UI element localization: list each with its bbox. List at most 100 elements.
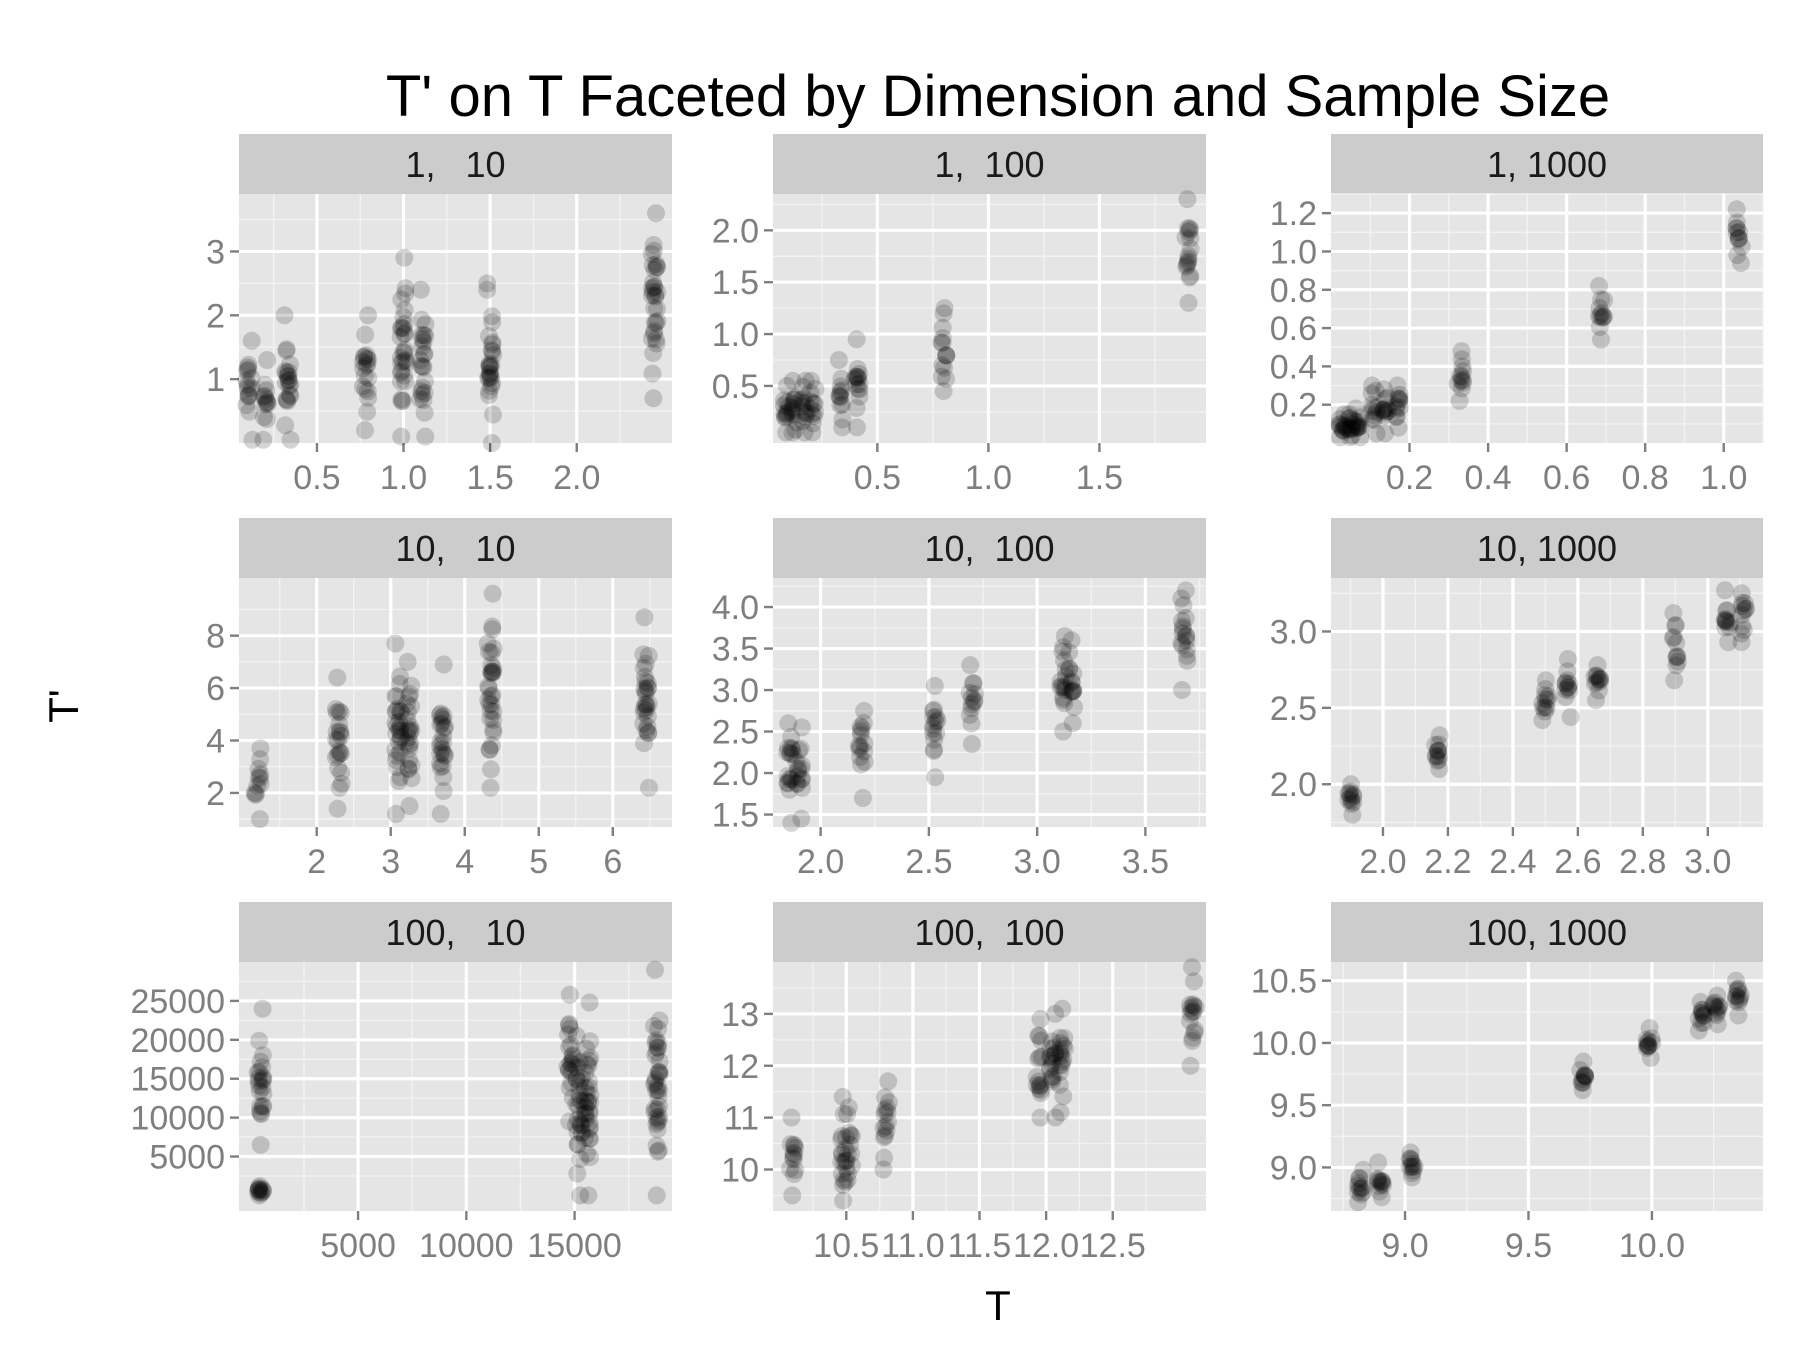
data-point: [1736, 594, 1754, 613]
data-point: [1454, 362, 1472, 381]
data-point: [1041, 1047, 1060, 1065]
data-point: [253, 1046, 272, 1065]
data-point: [411, 280, 430, 299]
data-point: [1362, 384, 1381, 403]
y-tick-label: 10: [721, 1152, 759, 1190]
data-point: [1044, 1067, 1063, 1086]
data-point: [1692, 1000, 1711, 1019]
data-point: [1591, 307, 1610, 326]
data-point: [1177, 627, 1196, 646]
data-point: [1064, 682, 1083, 701]
data-point: [648, 1038, 667, 1057]
data-point: [560, 1061, 578, 1080]
x-tick-label: 9.5: [1505, 1227, 1552, 1265]
data-point: [356, 325, 375, 344]
data-point: [484, 711, 503, 729]
data-point: [642, 329, 661, 348]
data-point: [785, 390, 804, 409]
data-point: [1736, 599, 1755, 618]
y-tick-label: 3.0: [712, 672, 759, 710]
data-point: [1706, 993, 1725, 1012]
data-point: [581, 1129, 600, 1148]
data-point: [434, 655, 453, 674]
data-point: [783, 371, 802, 390]
data-point: [414, 345, 433, 364]
data-point: [390, 713, 408, 731]
data-point: [1353, 1178, 1372, 1197]
data-point: [1640, 1019, 1659, 1037]
data-point: [924, 724, 943, 743]
data-point: [782, 1108, 801, 1127]
data-point: [1556, 688, 1575, 706]
data-point: [792, 759, 811, 778]
data-point: [1556, 673, 1575, 692]
data-point: [432, 714, 451, 733]
data-point: [479, 679, 498, 698]
data-point: [238, 358, 257, 377]
data-point: [563, 1088, 582, 1107]
data-point: [642, 245, 661, 264]
data-point: [330, 702, 349, 721]
data-point: [1716, 610, 1735, 628]
data-point: [400, 739, 419, 758]
data-point: [962, 688, 981, 707]
data-point: [1403, 1164, 1421, 1183]
data-point: [1051, 1028, 1069, 1047]
data-point: [933, 318, 952, 337]
data-point: [786, 1161, 805, 1180]
data-point: [1716, 611, 1735, 630]
x-tick-label: 0.5: [293, 459, 340, 497]
data-point: [1181, 999, 1200, 1018]
data-point: [433, 757, 452, 776]
facet-strip-label: 1, 100: [934, 144, 1044, 185]
data-point: [246, 785, 265, 804]
y-tick-label: 9.5: [1270, 1087, 1317, 1125]
data-point: [401, 734, 420, 753]
data-point: [1178, 190, 1197, 209]
data-point: [775, 391, 794, 410]
data-point: [434, 707, 453, 725]
data-point: [924, 702, 943, 720]
data-point: [581, 1086, 600, 1105]
data-point: [386, 702, 405, 721]
data-point: [1402, 1151, 1421, 1170]
data-point: [1354, 1160, 1373, 1179]
data-point: [1181, 239, 1200, 258]
data-point: [786, 420, 805, 439]
data-point: [415, 383, 434, 402]
data-point: [1056, 680, 1075, 699]
data-point: [1536, 697, 1555, 716]
data-point: [838, 1105, 857, 1124]
data-point: [481, 778, 500, 797]
data-point: [578, 1055, 597, 1074]
y-tick-label: 25000: [130, 983, 225, 1021]
data-point: [648, 1112, 667, 1131]
data-point: [327, 703, 346, 722]
data-point: [1054, 1050, 1073, 1069]
data-point: [937, 346, 956, 365]
data-point: [238, 379, 257, 398]
data-point: [1340, 409, 1359, 428]
chart-title: T' on T Faceted by Dimension and Sample …: [386, 64, 1610, 129]
data-point: [435, 719, 454, 738]
data-point: [1558, 671, 1577, 690]
data-point: [251, 1052, 270, 1071]
data-point: [479, 690, 498, 709]
data-point: [648, 1120, 667, 1139]
data-point: [1055, 651, 1073, 670]
data-point: [1556, 674, 1575, 693]
data-point: [580, 1120, 599, 1139]
data-point: [251, 1104, 270, 1123]
data-point: [1734, 601, 1753, 620]
data-point: [643, 256, 662, 275]
data-point: [239, 385, 258, 404]
data-point: [1641, 1048, 1660, 1067]
data-point: [1042, 1070, 1061, 1089]
data-point: [1348, 1176, 1367, 1195]
data-point: [647, 258, 666, 277]
data-point: [431, 804, 450, 823]
data-point: [1346, 412, 1365, 431]
data-point: [639, 723, 658, 742]
data-point: [392, 390, 411, 409]
data-point: [1367, 403, 1386, 422]
